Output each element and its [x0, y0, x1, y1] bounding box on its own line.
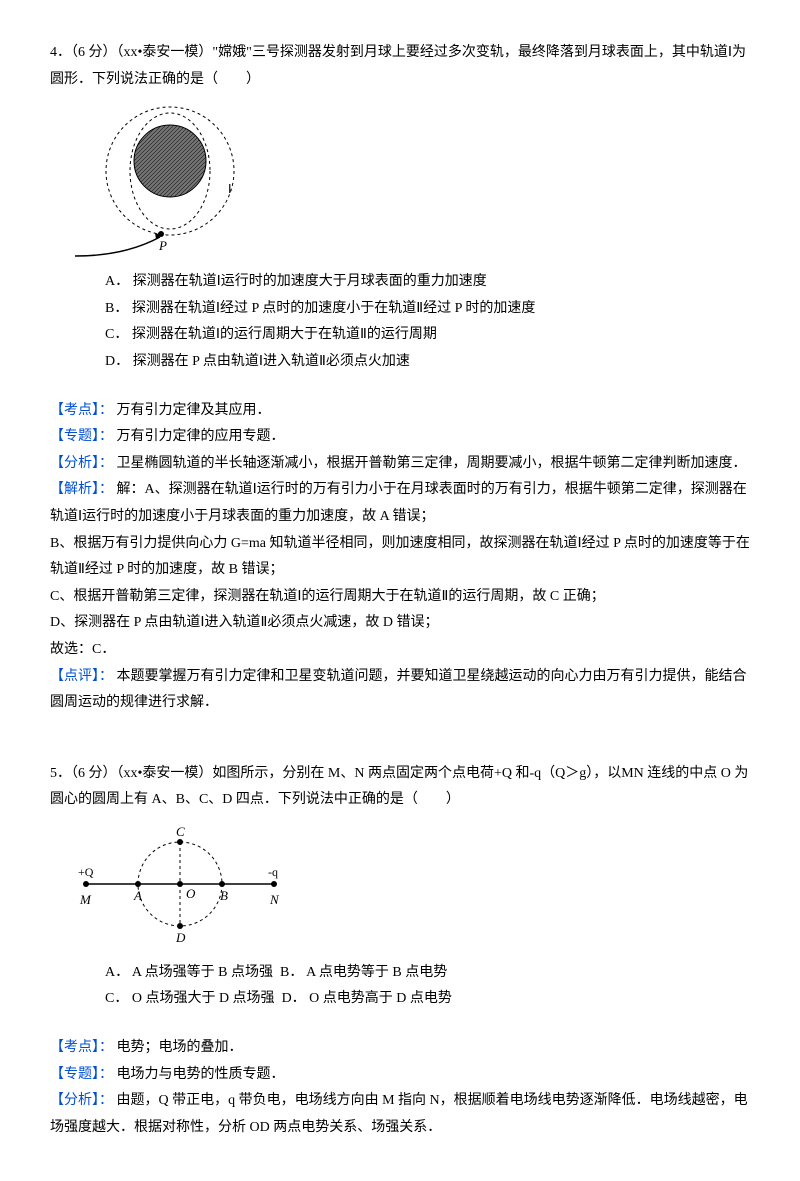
q5-kaodian: 【考点】： 电势；电场的叠加． — [50, 1035, 750, 1062]
svg-text:N: N — [269, 892, 280, 907]
zhuanti-text: 电场力与电势的性质专题． — [113, 1067, 285, 1082]
fenxi-label: 【分析】： — [50, 456, 113, 471]
jiexi-label: 【解析】： — [50, 482, 113, 497]
kaodian-text: 电势；电场的叠加． — [113, 1040, 243, 1055]
q5-opt-d: D． O 点电势高于 D 点电势 — [282, 991, 452, 1006]
q5-opt-c: C． O 点场强大于 D 点场强 — [105, 991, 275, 1006]
q4-kaodian: 【考点】： 万有引力定律及其应用． — [50, 398, 750, 425]
fenxi-text: 由题，Q 带正电，q 带负电，电场线方向由 M 指向 N，根据顺着电场线电势逐渐… — [50, 1093, 748, 1135]
q5-opt-cd: C． O 点场强大于 D 点场强 D． O 点电势高于 D 点电势 — [105, 986, 750, 1013]
kaodian-text: 万有引力定律及其应用． — [113, 403, 271, 418]
kaodian-label: 【考点】： — [50, 1040, 113, 1055]
q4-dianping: 【点评】： 本题要掌握万有引力定律和卫星变轨道问题，并要知道卫星绕越运动的向心力… — [50, 664, 750, 717]
q4-options: A． 探测器在轨道Ⅰ运行时的加速度大于月球表面的重力加速度 B． 探测器在轨道Ⅰ… — [50, 269, 750, 375]
q4-jiexi-c: C、根据开普勒第三定律，探测器在轨道Ⅰ的运行周期大于在轨道Ⅱ的运行周期，故 C … — [50, 584, 750, 611]
jiexi-a-text: 解：A、探测器在轨道Ⅰ运行时的万有引力小于在月球表面时的万有引力，根据牛顿第二定… — [50, 482, 747, 524]
svg-text:P: P — [158, 238, 167, 253]
q4-opt-d: D． 探测器在 P 点由轨道Ⅰ进入轨道Ⅱ必须点火加速 — [105, 349, 750, 376]
q4-fenxi: 【分析】： 卫星椭圆轨道的半长轴逐渐减小，根据开普勒第三定律，周期要减小，根据牛… — [50, 451, 750, 478]
q5-opt-ab: A． A 点场强等于 B 点场强 B． A 点电势等于 B 点电势 — [105, 960, 750, 987]
svg-text:A: A — [133, 888, 142, 903]
q4-opt-a: A． 探测器在轨道Ⅰ运行时的加速度大于月球表面的重力加速度 — [105, 269, 750, 296]
q4-jiexi-b: B、根据万有引力提供向心力 G=ma 知轨道半径相同，则加速度相同，故探测器在轨… — [50, 531, 750, 584]
fenxi-text: 卫星椭圆轨道的半长轴逐渐减小，根据开普勒第三定律，周期要减小，根据牛顿第二定律判… — [113, 456, 747, 471]
svg-text:O: O — [186, 886, 196, 901]
svg-text:Ⅰ: Ⅰ — [228, 182, 232, 196]
q5-opt-b: B． A 点电势等于 B 点电势 — [280, 965, 447, 980]
kaodian-label: 【考点】： — [50, 403, 113, 418]
svg-text:B: B — [220, 888, 228, 903]
q4-zhuanti: 【专题】： 万有引力定律的应用专题． — [50, 424, 750, 451]
dianping-label: 【点评】： — [50, 669, 113, 684]
svg-text:+Q: +Q — [78, 865, 94, 879]
svg-text:-q: -q — [268, 865, 278, 879]
q5-figure: M +Q N -q A B C D O — [70, 822, 750, 952]
q4-opt-b: B． 探测器在轨道Ⅰ经过 P 点时的加速度小于在轨道Ⅱ经过 P 时的加速度 — [105, 296, 750, 323]
zhuanti-label: 【专题】： — [50, 1067, 113, 1082]
svg-text:C: C — [176, 824, 185, 839]
svg-text:D: D — [175, 930, 186, 945]
dianping-text: 本题要掌握万有引力定律和卫星变轨道问题，并要知道卫星绕越运动的向心力由万有引力提… — [50, 669, 747, 711]
zhuanti-label: 【专题】： — [50, 429, 113, 444]
q4-jiexi-ans: 故选：C． — [50, 637, 750, 664]
q4-header: 4．（6 分）（xx•泰安一模）"嫦娥"三号探测器发射到月球上要经过多次变轨，最… — [50, 40, 750, 93]
zhuanti-text: 万有引力定律的应用专题． — [113, 429, 285, 444]
q5-zhuanti: 【专题】： 电场力与电势的性质专题． — [50, 1062, 750, 1089]
svg-text:M: M — [79, 892, 92, 907]
fenxi-label: 【分析】： — [50, 1093, 113, 1108]
q4-jiexi-a: 【解析】： 解：A、探测器在轨道Ⅰ运行时的万有引力小于在月球表面时的万有引力，根… — [50, 477, 750, 530]
q5-opt-a: A． A 点场强等于 B 点场强 — [105, 965, 273, 980]
q4-opt-c: C． 探测器在轨道Ⅰ的运行周期大于在轨道Ⅱ的运行周期 — [105, 322, 750, 349]
q4-figure: PⅠ — [70, 101, 750, 261]
q5-fenxi: 【分析】： 由题，Q 带正电，q 带负电，电场线方向由 M 指向 N，根据顺着电… — [50, 1088, 750, 1141]
q4-jiexi-d: D、探测器在 P 点由轨道Ⅰ进入轨道Ⅱ必须点火减速，故 D 错误； — [50, 610, 750, 637]
q5-options: A． A 点场强等于 B 点场强 B． A 点电势等于 B 点电势 C． O 点… — [50, 960, 750, 1013]
q5-header: 5．（6 分）（xx•泰安一模）如图所示，分别在 M、N 两点固定两个点电荷+Q… — [50, 761, 750, 814]
